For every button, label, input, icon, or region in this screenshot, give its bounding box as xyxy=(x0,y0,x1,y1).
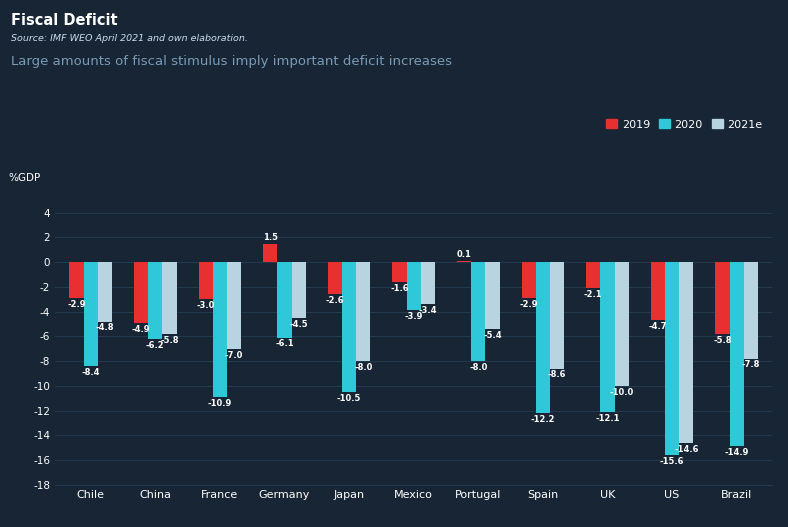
Bar xyxy=(134,262,148,323)
Text: -12.1: -12.1 xyxy=(595,414,619,423)
Bar xyxy=(536,262,550,413)
Text: Source: IMF WEO April 2021 and own elaboration.: Source: IMF WEO April 2021 and own elabo… xyxy=(11,34,248,43)
Bar xyxy=(744,262,758,359)
Text: 0.1: 0.1 xyxy=(457,250,471,259)
Bar xyxy=(84,262,98,366)
Bar xyxy=(485,262,500,329)
Bar xyxy=(586,262,600,288)
Text: Large amounts of fiscal stimulus imply important deficit increases: Large amounts of fiscal stimulus imply i… xyxy=(11,55,452,69)
Bar xyxy=(471,262,485,361)
Text: -3.4: -3.4 xyxy=(418,306,437,315)
Text: -7.8: -7.8 xyxy=(742,360,760,369)
Text: -2.9: -2.9 xyxy=(67,300,86,309)
Text: 1.5: 1.5 xyxy=(262,233,278,242)
Text: -2.1: -2.1 xyxy=(584,290,603,299)
Text: -10.0: -10.0 xyxy=(610,388,634,397)
Text: -2.9: -2.9 xyxy=(519,300,538,309)
Bar xyxy=(600,262,615,412)
Bar xyxy=(407,262,421,310)
Bar xyxy=(98,262,112,321)
Bar xyxy=(392,262,407,282)
Text: -6.2: -6.2 xyxy=(146,340,165,350)
Bar xyxy=(69,262,84,298)
Text: -3.9: -3.9 xyxy=(404,312,423,321)
Text: -8.0: -8.0 xyxy=(354,363,373,372)
Bar xyxy=(213,262,227,397)
Text: -4.8: -4.8 xyxy=(95,324,114,333)
Text: -14.6: -14.6 xyxy=(674,445,699,454)
Text: -3.0: -3.0 xyxy=(196,301,215,310)
Bar xyxy=(522,262,536,298)
Bar xyxy=(292,262,306,318)
Text: -10.9: -10.9 xyxy=(208,399,232,408)
Bar xyxy=(342,262,356,392)
Text: -7.0: -7.0 xyxy=(225,350,243,359)
Text: %GDP: %GDP xyxy=(9,173,41,183)
Bar xyxy=(199,262,213,299)
Text: -4.7: -4.7 xyxy=(649,322,667,331)
Legend: 2019, 2020, 2021e: 2019, 2020, 2021e xyxy=(602,115,767,134)
Text: -10.5: -10.5 xyxy=(337,394,361,403)
Text: -8.0: -8.0 xyxy=(469,363,488,372)
Text: -5.8: -5.8 xyxy=(160,336,179,345)
Text: -5.4: -5.4 xyxy=(483,331,502,340)
Bar xyxy=(227,262,241,349)
Bar xyxy=(651,262,665,320)
Bar xyxy=(665,262,679,455)
Text: -2.6: -2.6 xyxy=(325,296,344,305)
Text: Fiscal Deficit: Fiscal Deficit xyxy=(11,13,117,28)
Text: -12.2: -12.2 xyxy=(530,415,556,424)
Bar xyxy=(679,262,693,443)
Text: -8.4: -8.4 xyxy=(81,368,100,377)
Bar xyxy=(550,262,564,368)
Bar xyxy=(162,262,177,334)
Bar xyxy=(730,262,744,446)
Text: -4.9: -4.9 xyxy=(132,325,151,334)
Bar xyxy=(457,261,471,262)
Bar xyxy=(277,262,292,338)
Bar xyxy=(328,262,342,294)
Bar xyxy=(615,262,629,386)
Bar xyxy=(263,243,277,262)
Text: -14.9: -14.9 xyxy=(724,448,749,457)
Text: -5.8: -5.8 xyxy=(713,336,732,345)
Bar xyxy=(148,262,162,339)
Text: -4.5: -4.5 xyxy=(289,320,308,329)
Bar xyxy=(716,262,730,334)
Text: -15.6: -15.6 xyxy=(660,457,684,466)
Text: -6.1: -6.1 xyxy=(275,339,294,348)
Bar xyxy=(421,262,435,304)
Bar xyxy=(356,262,370,361)
Text: -1.6: -1.6 xyxy=(390,284,409,293)
Text: -8.6: -8.6 xyxy=(548,370,567,379)
